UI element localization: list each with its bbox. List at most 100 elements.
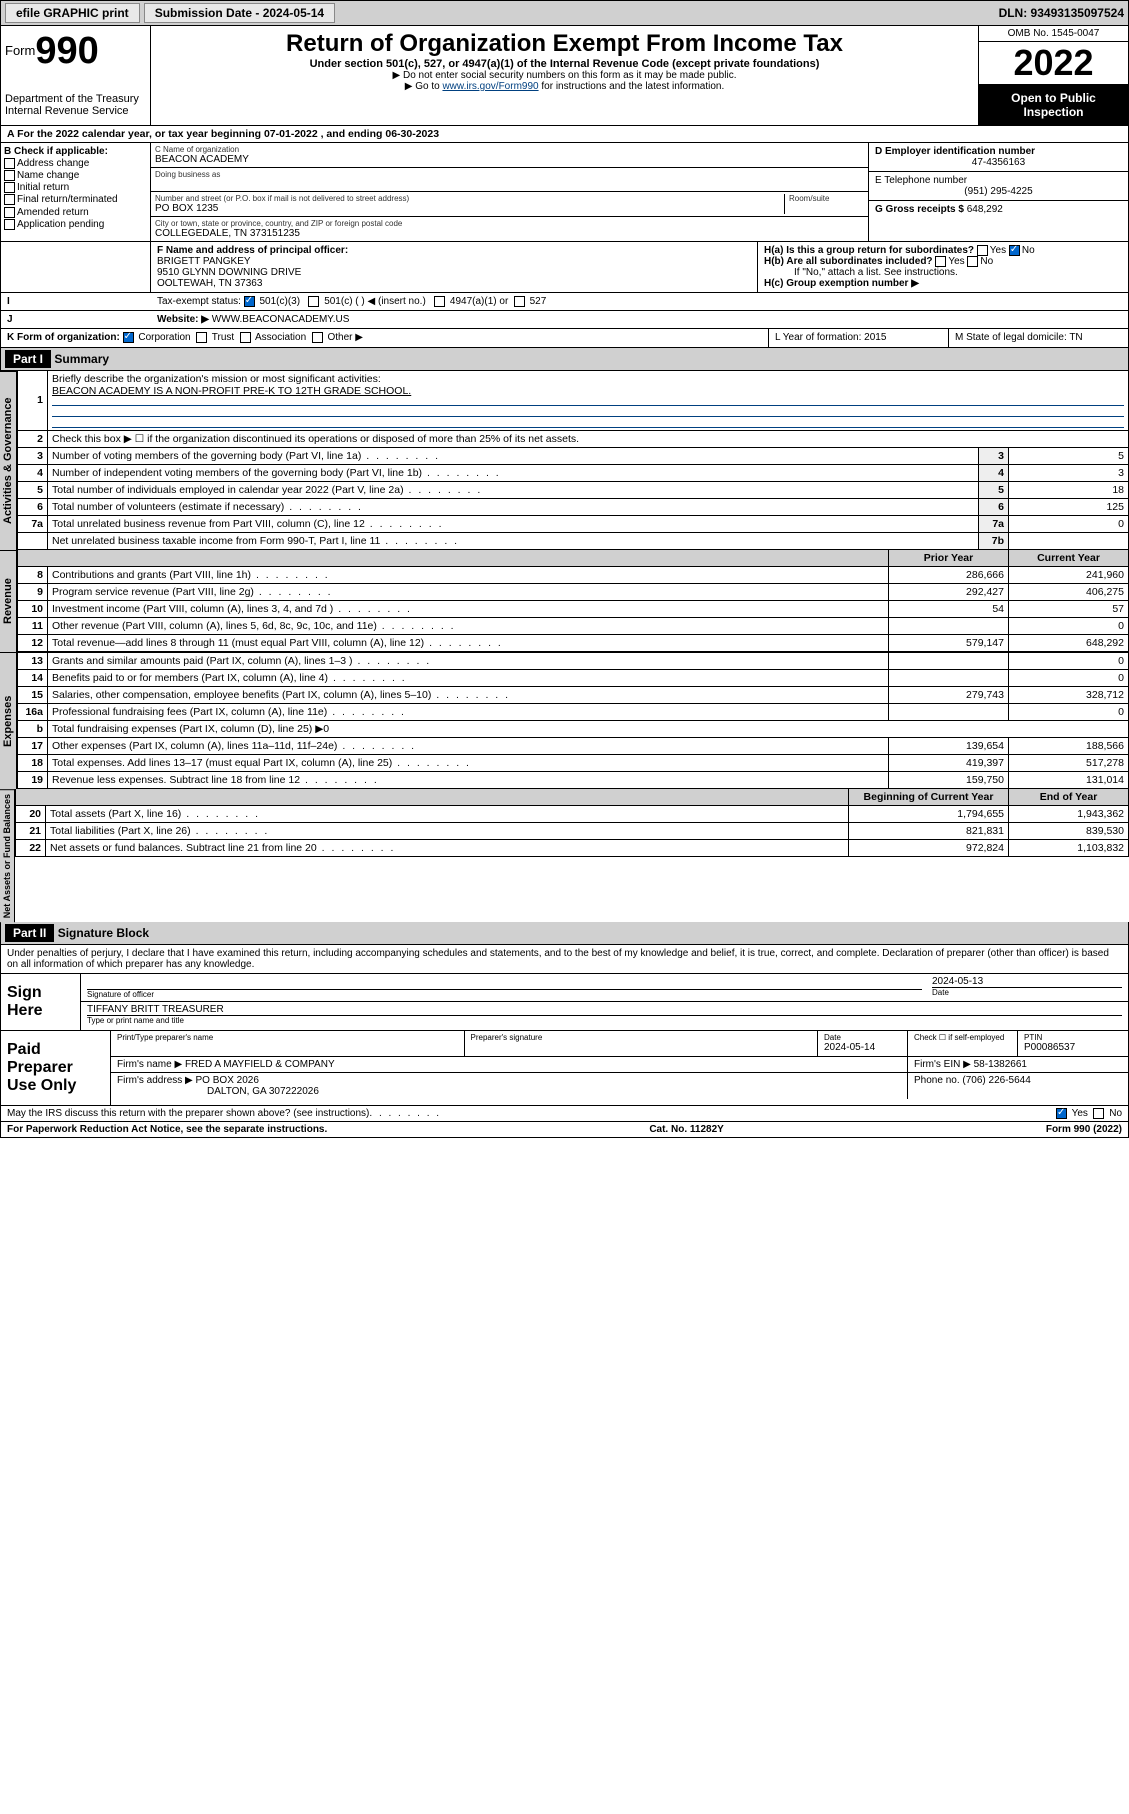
org-name-label: C Name of organization: [155, 145, 864, 154]
hb-label: H(b) Are all subordinates included?: [764, 256, 933, 267]
row-num: 17: [18, 737, 48, 754]
sig-name-label: Type or print name and title: [87, 1015, 1122, 1025]
tax-year: 2022: [979, 42, 1128, 85]
cb-corporation[interactable]: [123, 332, 134, 343]
cb-association[interactable]: [240, 332, 251, 343]
firm-name-label: Firm's name ▶: [117, 1059, 182, 1070]
submission-date-button[interactable]: Submission Date - 2024-05-14: [144, 3, 335, 23]
row-box: 6: [979, 498, 1009, 515]
declaration-text: Under penalties of perjury, I declare th…: [0, 945, 1129, 974]
open-public-badge: Open to Public Inspection: [979, 85, 1128, 125]
row-label: Salaries, other compensation, employee b…: [48, 686, 889, 703]
row-current: 406,275: [1009, 583, 1129, 600]
part1-header: Part I: [5, 350, 51, 368]
row-current: 517,278: [1009, 754, 1129, 771]
row-num: 18: [18, 754, 48, 771]
dba-label: Doing business as: [155, 170, 864, 179]
ptin-value: P00086537: [1024, 1042, 1122, 1053]
row-prior: [889, 703, 1009, 720]
ha-yes-checkbox[interactable]: [977, 245, 988, 256]
row-value: 0: [1009, 515, 1129, 532]
efile-print-button[interactable]: efile GRAPHIC print: [5, 3, 140, 23]
part2-title: Signature Block: [58, 926, 149, 940]
may-discuss-text: May the IRS discuss this return with the…: [7, 1108, 369, 1119]
row-num: 8: [18, 566, 48, 583]
cb-initial-return[interactable]: Initial return: [4, 182, 147, 193]
row-prior: 579,147: [889, 634, 1009, 651]
ha-no-checkbox[interactable]: [1009, 245, 1020, 256]
part1-bar: Part I Summary: [0, 348, 1129, 371]
row-box: 5: [979, 481, 1009, 498]
tax-status-label: Tax-exempt status:: [157, 296, 241, 307]
cb-4947[interactable]: [434, 296, 445, 307]
row-label: Number of voting members of the governin…: [48, 447, 979, 464]
phone-value: (951) 295-4225: [875, 186, 1122, 197]
website-row: J Website: ▶ WWW.BEACONACADEMY.US: [0, 311, 1129, 329]
prep-sig-label: Preparer's signature: [471, 1033, 812, 1042]
sig-officer-label: Signature of officer: [87, 990, 922, 999]
vtab-net-assets: Net Assets or Fund Balances: [0, 789, 15, 922]
row-num: 7a: [18, 515, 48, 532]
row-label: Net unrelated business taxable income fr…: [48, 532, 979, 549]
cb-name-change[interactable]: Name change: [4, 170, 147, 181]
dept-label: Department of the Treasury: [5, 93, 146, 105]
row-current: 57: [1009, 600, 1129, 617]
prep-check-label: Check ☐ if self-employed: [908, 1031, 1018, 1056]
row-value: 18: [1009, 481, 1129, 498]
phone-label: E Telephone number: [875, 175, 1122, 186]
check-applicable-header: B Check if applicable:: [4, 146, 147, 157]
cb-other[interactable]: [312, 332, 323, 343]
ein-value: 47-4356163: [875, 157, 1122, 168]
firm-ein-value: 58-1382661: [974, 1059, 1027, 1070]
cb-501c[interactable]: [308, 296, 319, 307]
cb-application-pending[interactable]: Application pending: [4, 219, 147, 230]
row-label: Total assets (Part X, line 16): [46, 805, 849, 822]
q1-label: Briefly describe the organization's miss…: [52, 373, 381, 385]
goto-post: for instructions and the latest informat…: [539, 81, 725, 92]
row-current: 328,712: [1009, 686, 1129, 703]
irs-form990-link[interactable]: www.irs.gov/Form990: [442, 81, 538, 92]
vtab-revenue: Revenue: [0, 550, 17, 652]
cb-501c3[interactable]: [244, 296, 255, 307]
cb-amended-return[interactable]: Amended return: [4, 207, 147, 218]
room-label: Room/suite: [789, 194, 864, 203]
cb-final-return[interactable]: Final return/terminated: [4, 194, 147, 205]
row-prior: 159,750: [889, 771, 1009, 788]
street-label: Number and street (or P.O. box if mail i…: [155, 194, 784, 203]
form-ref: Form 990 (2022): [1046, 1124, 1122, 1135]
cb-527[interactable]: [514, 296, 525, 307]
row-label: Program service revenue (Part VIII, line…: [48, 583, 889, 600]
cb-address-change[interactable]: Address change: [4, 158, 147, 169]
row-current: 131,014: [1009, 771, 1129, 788]
firm-addr2-value: DALTON, GA 307222026: [117, 1086, 319, 1097]
row-value: 125: [1009, 498, 1129, 515]
discuss-yes-checkbox[interactable]: [1056, 1108, 1067, 1119]
ptin-label: PTIN: [1024, 1033, 1122, 1042]
revenue-table: Prior YearCurrent Year 8 Contributions a…: [17, 550, 1129, 652]
officer-label: F Name and address of principal officer:: [157, 245, 751, 256]
state-domicile: M State of legal domicile: TN: [948, 329, 1128, 346]
hb-no-checkbox[interactable]: [967, 256, 978, 267]
form-title: Return of Organization Exempt From Incom…: [159, 30, 970, 58]
row-num: 4: [18, 464, 48, 481]
firm-phone-label: Phone no.: [914, 1075, 960, 1086]
prep-date-label: Date: [824, 1033, 901, 1042]
row-label: Benefits paid to or for members (Part IX…: [48, 669, 889, 686]
row-current: 188,566: [1009, 737, 1129, 754]
ssn-note: ▶ Do not enter social security numbers o…: [159, 70, 970, 81]
cb-trust[interactable]: [196, 332, 207, 343]
row-label: Other revenue (Part VIII, column (A), li…: [48, 617, 889, 634]
website-label: Website: ▶: [157, 314, 209, 325]
row-box: 4: [979, 464, 1009, 481]
hb-yes-checkbox[interactable]: [935, 256, 946, 267]
row-prior: 419,397: [889, 754, 1009, 771]
pra-notice: For Paperwork Reduction Act Notice, see …: [7, 1124, 327, 1135]
firm-name-value: FRED A MAYFIELD & COMPANY: [185, 1059, 335, 1070]
officer-addr2: OOLTEWAH, TN 37363: [157, 278, 751, 289]
form-number: 990: [35, 30, 98, 72]
discuss-no-checkbox[interactable]: [1093, 1108, 1104, 1119]
row-num: 11: [18, 617, 48, 634]
hdr-beginning-year: Beginning of Current Year: [849, 789, 1009, 806]
ha-label: H(a) Is this a group return for subordin…: [764, 245, 974, 256]
row-num: [18, 532, 48, 549]
